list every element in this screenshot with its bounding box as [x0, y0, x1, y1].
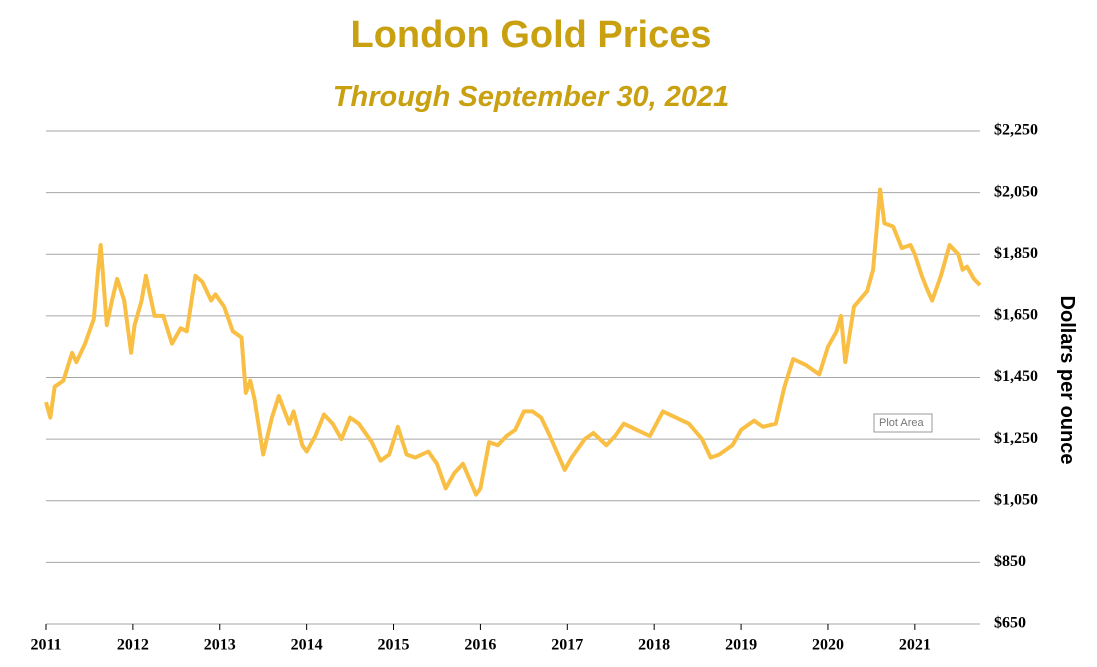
y-tick-label: $2,250	[994, 122, 1038, 139]
x-tick-label: 2012	[117, 637, 149, 654]
y-tick-label: $1,450	[994, 368, 1038, 385]
x-tick-label: 2015	[378, 637, 410, 654]
y-tick-label: $1,650	[994, 307, 1038, 324]
y-tick-label: $650	[994, 615, 1026, 632]
x-tick-label: 2011	[30, 637, 61, 654]
x-tick-label: 2013	[204, 637, 236, 654]
chart-title: London Gold Prices	[350, 14, 711, 56]
x-tick-label: 2020	[812, 637, 844, 654]
tooltip-box	[873, 413, 933, 433]
x-tick-label: 2019	[725, 637, 757, 654]
plot-area-tooltip: Plot Area	[873, 413, 933, 433]
x-tick-label: 2018	[638, 637, 670, 654]
chart-subtitle: Through September 30, 2021	[333, 81, 729, 113]
x-tick-label: 2021	[899, 637, 931, 654]
y-tick-label: $1,050	[994, 491, 1038, 508]
price-line	[44, 187, 982, 497]
y-axis-title: Dollars per ounce	[1056, 296, 1078, 465]
y-tick-label: $1,850	[994, 245, 1038, 262]
y-tick-label: $2,050	[994, 183, 1038, 200]
y-tick-label: $1,250	[994, 430, 1038, 447]
x-tick-label: 2016	[464, 637, 496, 654]
x-tick-label: 2017	[551, 637, 583, 654]
y-tick-label: $850	[994, 553, 1026, 570]
tooltip-text: Plot Area	[879, 417, 925, 429]
x-tick-label: 2014	[291, 637, 323, 654]
